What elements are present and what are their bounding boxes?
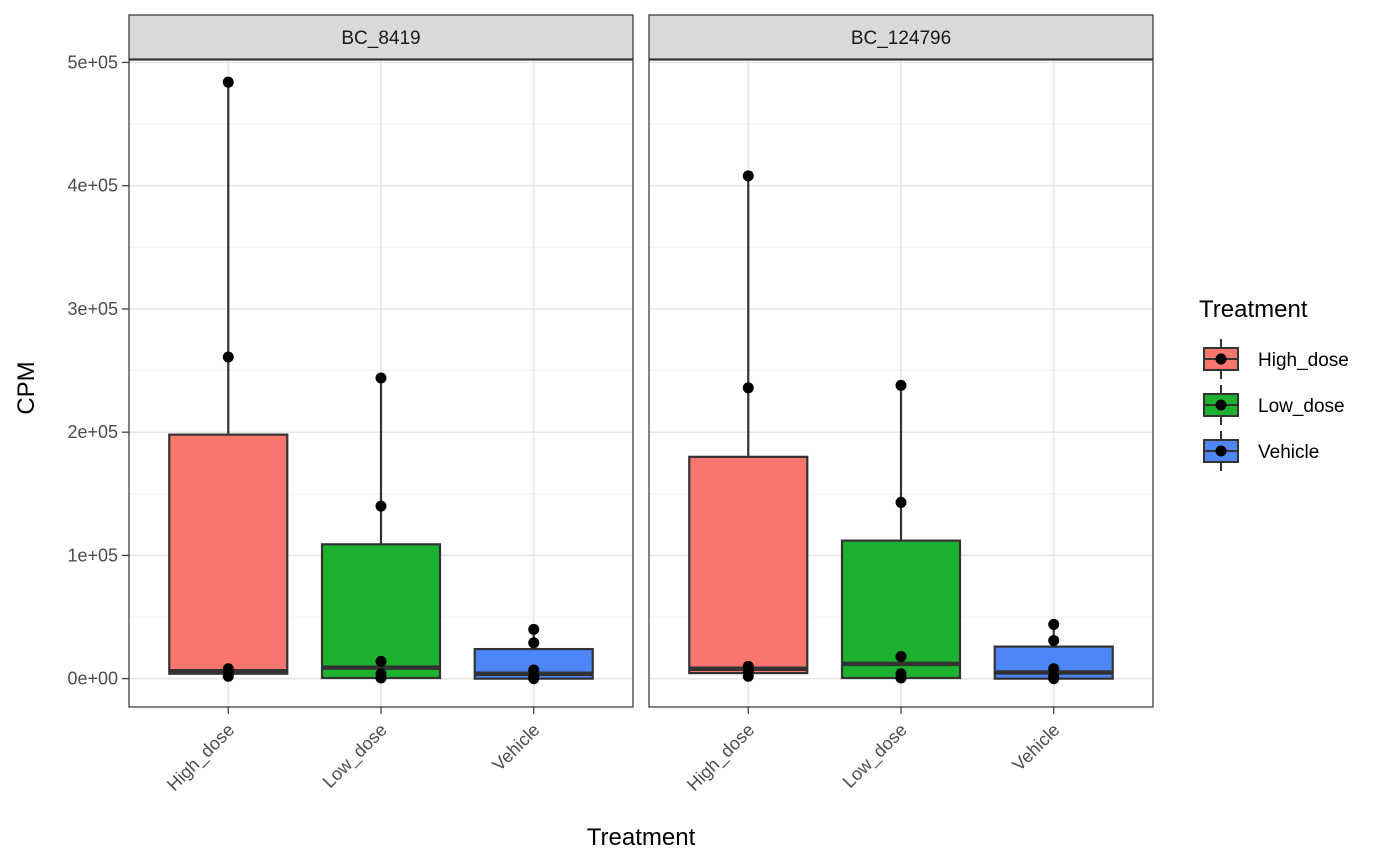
box (688, 455, 809, 675)
y-tick-label: 1e+05 (67, 545, 118, 565)
x-tick-label: Low_dose (319, 720, 392, 793)
boxplot-low-dose (320, 372, 442, 684)
data-point (742, 382, 754, 394)
x-axis-title: Treatment (587, 824, 696, 851)
boxplot-vehicle (993, 618, 1114, 685)
data-point (895, 496, 907, 508)
legend: Treatment High_dose Low_dose Vehicle (1199, 296, 1349, 471)
y-tick-label: 5e+05 (67, 52, 118, 72)
data-point (375, 372, 387, 384)
boxplot-low-dose (840, 379, 962, 684)
x-tick-label: High_dose (683, 720, 759, 796)
legend-item-high-dose: High_dose (1203, 339, 1349, 379)
facet-panel: BC_124796 (648, 14, 1154, 708)
data-point (375, 500, 387, 512)
data-point (1048, 634, 1060, 646)
data-point (1048, 673, 1060, 685)
data-point (895, 379, 907, 391)
facet-panels: BC_8419 BC_124796 (128, 14, 1154, 708)
x-tick-label: Low_dose (839, 720, 912, 793)
legend-item-vehicle: Vehicle (1203, 431, 1319, 471)
x-axis: High_dose Low_dose Vehicle High_dose Low_dos… (163, 707, 1064, 796)
boxplot-high-dose (688, 170, 809, 682)
data-point (895, 672, 907, 684)
y-tick-label: 2e+05 (67, 422, 118, 442)
legend-key-point (1215, 353, 1227, 365)
data-point (222, 76, 234, 88)
boxplot-vehicle (473, 623, 594, 685)
data-point (1048, 618, 1060, 630)
y-tick-label: 3e+05 (67, 299, 118, 319)
box (320, 543, 442, 680)
data-point (222, 351, 234, 363)
legend-title: Treatment (1199, 296, 1308, 323)
data-point (375, 672, 387, 684)
facet-strip (648, 14, 1154, 60)
data-point (222, 670, 234, 682)
x-tick-label: Vehicle (1008, 720, 1063, 775)
legend-label: High_dose (1258, 350, 1349, 371)
y-tick-label: 0e+00 (67, 669, 118, 689)
legend-item-low-dose: Low_dose (1203, 385, 1345, 425)
facet-strip-label: BC_8419 (341, 28, 420, 49)
boxplot-high-dose (168, 76, 289, 682)
data-point (528, 673, 540, 685)
data-point (742, 670, 754, 682)
data-point (895, 650, 907, 662)
legend-label: Vehicle (1258, 442, 1319, 463)
y-tick-label: 4e+05 (67, 176, 118, 196)
y-axis-title: CPM (13, 361, 40, 414)
facet-strip-label: BC_124796 (851, 28, 951, 49)
legend-label: Low_dose (1258, 396, 1345, 417)
data-point (528, 637, 540, 649)
data-point (528, 623, 540, 635)
facet-panel: BC_8419 (128, 14, 634, 708)
data-point (375, 655, 387, 667)
x-tick-label: High_dose (163, 720, 239, 796)
legend-key-point (1215, 445, 1227, 457)
x-tick-label: Vehicle (488, 720, 543, 775)
box (168, 433, 289, 675)
y-axis: 0e+00 1e+05 2e+05 3e+05 4e+05 5e+05 (67, 52, 129, 689)
legend-key-point (1215, 399, 1227, 411)
facet-strip (128, 14, 634, 60)
data-point (742, 170, 754, 182)
